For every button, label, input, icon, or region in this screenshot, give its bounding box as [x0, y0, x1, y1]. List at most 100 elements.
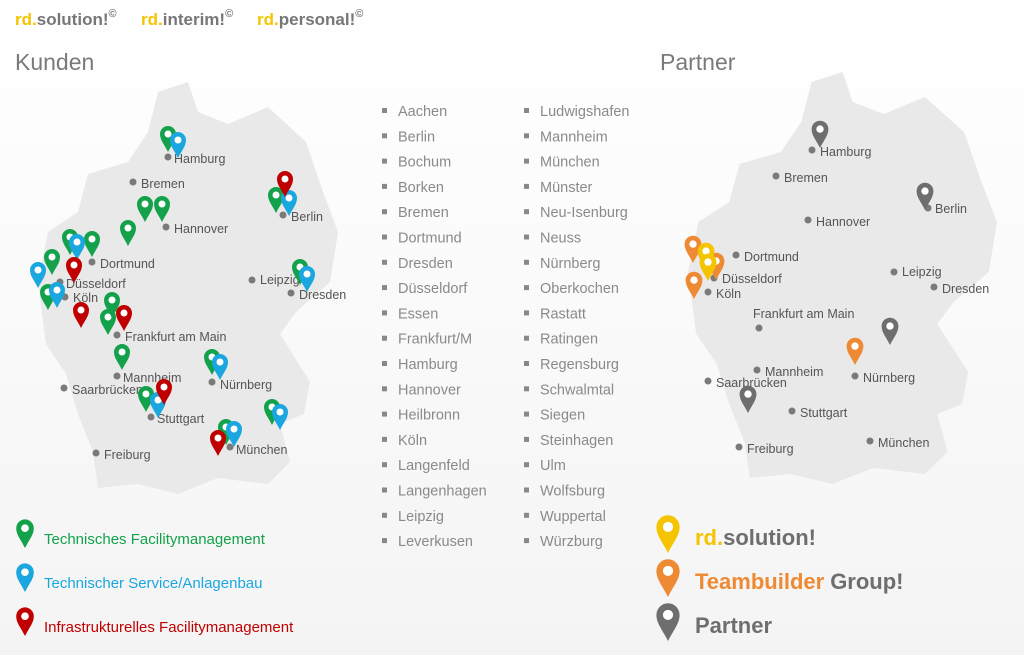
pin-body — [656, 515, 680, 553]
map-pin — [277, 171, 293, 197]
location: Ludwigshafen — [540, 104, 630, 120]
bullet — [382, 487, 387, 493]
location: Münster — [540, 180, 593, 196]
map-pin — [684, 235, 702, 263]
brand-name: solution! — [37, 10, 109, 29]
pin-body — [160, 126, 176, 152]
bullet — [382, 183, 387, 189]
city-label: Bremen — [784, 171, 828, 185]
bullet — [382, 285, 387, 291]
pin-hole — [21, 524, 29, 533]
city-dot — [113, 331, 121, 339]
pin-hole — [21, 568, 29, 577]
pin-hole — [216, 358, 224, 366]
pin-hole — [230, 425, 238, 433]
location: Würzburg — [540, 534, 603, 550]
city-label: Leipzig — [260, 273, 300, 287]
pin-body — [84, 231, 100, 257]
pin-body — [120, 220, 136, 246]
brand-mark: © — [355, 8, 363, 20]
map-pin — [656, 559, 680, 597]
section-title: Partner — [660, 49, 736, 75]
city-label: Leipzig — [902, 265, 942, 279]
city-dot — [890, 268, 898, 276]
city-label: Berlin — [291, 210, 323, 224]
city-dot — [753, 366, 761, 374]
location: Essen — [398, 306, 438, 322]
pin-hole — [118, 348, 126, 356]
pin-body — [44, 249, 60, 275]
location: Steinhagen — [540, 433, 613, 449]
bullet — [524, 158, 529, 164]
pin-body — [811, 120, 829, 148]
pin-body — [69, 234, 85, 260]
city-dot — [279, 211, 287, 219]
pin-hole — [174, 136, 182, 144]
location: Nürnberg — [540, 256, 600, 272]
pin-body — [916, 182, 934, 210]
pin-hole — [141, 200, 149, 208]
city-label: München — [878, 436, 929, 450]
pin-body — [114, 344, 130, 370]
location: Heilbronn — [398, 408, 460, 424]
location: Hamburg — [398, 357, 458, 373]
pin-hole — [690, 276, 698, 284]
pin-body — [16, 607, 34, 636]
city-dot — [164, 153, 172, 161]
pin-hole — [662, 565, 674, 576]
location: Düsseldorf — [398, 281, 468, 297]
bullet — [382, 386, 387, 392]
legend-label: Partner — [695, 613, 772, 638]
bullet — [524, 386, 529, 392]
pin-body — [268, 187, 284, 213]
map-pin — [739, 385, 757, 413]
pin-body — [684, 235, 702, 263]
location: Rastatt — [540, 306, 586, 322]
pin-hole — [77, 306, 85, 314]
bullet — [382, 462, 387, 468]
map-pin — [656, 515, 680, 553]
pin-body — [226, 421, 242, 447]
map-pin — [16, 563, 34, 592]
map-pin — [66, 257, 82, 283]
city-label: Hamburg — [174, 152, 225, 166]
location: Köln — [398, 433, 427, 449]
pin-body — [116, 305, 132, 331]
pin-hole — [104, 313, 112, 321]
brand-mark: © — [109, 8, 117, 20]
map-pin — [154, 196, 170, 222]
pin-hole — [142, 390, 150, 398]
location: Langenhagen — [398, 484, 487, 500]
location: Ulm — [540, 458, 566, 474]
bullet — [524, 310, 529, 316]
bullet — [524, 487, 529, 493]
location: Neu-Isenburg — [540, 205, 628, 221]
legend-name: solution! — [723, 525, 816, 550]
pin-body — [16, 519, 34, 548]
city-dot — [804, 216, 812, 224]
pin-hole — [276, 408, 284, 416]
pin-hole — [281, 175, 289, 183]
city-label: Stuttgart — [157, 412, 205, 426]
city-dot — [287, 289, 295, 297]
location: Dresden — [398, 256, 453, 272]
city-label: Berlin — [935, 202, 967, 216]
map-pin — [881, 317, 899, 345]
city-dot — [60, 384, 68, 392]
map-pin — [685, 271, 703, 299]
pin-hole — [662, 521, 674, 532]
pin-body — [30, 262, 46, 288]
pin-hole — [158, 200, 166, 208]
pin-hole — [851, 342, 859, 350]
pin-hole — [689, 240, 697, 248]
city-label: Dresden — [942, 282, 989, 296]
brand-name: personal! — [279, 10, 356, 29]
map-pin — [170, 132, 186, 158]
bullet — [524, 209, 529, 215]
pin-body — [16, 563, 34, 592]
pin-body — [137, 196, 153, 222]
city-dot — [704, 377, 712, 385]
city-label: Dortmund — [100, 257, 155, 271]
city-dot — [113, 372, 121, 380]
location: München — [540, 155, 600, 171]
